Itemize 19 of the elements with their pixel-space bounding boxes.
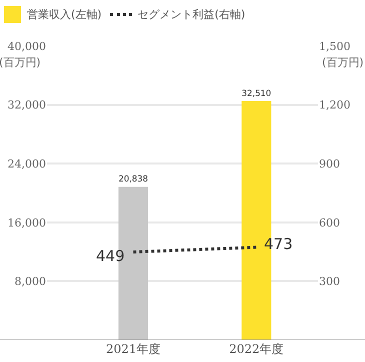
y-tick-label: 16,000	[8, 216, 46, 230]
y2-tick-label: 900	[319, 157, 340, 170]
y2-tick-label: 1,500	[319, 40, 350, 53]
y2-tick-label: 600	[319, 216, 340, 230]
y2-tick-label: 1,200	[319, 98, 350, 112]
data-label: 449	[96, 247, 125, 265]
y-tick-label: 32,000	[8, 98, 46, 112]
y-axis-title: (百万円)	[0, 56, 41, 69]
y2-tick-label: 300	[319, 275, 340, 288]
y-tick-label: 40,000	[8, 40, 46, 53]
x-tick-label: 2022年度	[229, 342, 284, 356]
legend-label: 営業収入(左軸)	[27, 6, 102, 22]
y-tick-label: 24,000	[8, 157, 46, 170]
legend-label: セグメント利益(右軸)	[138, 6, 246, 22]
data-label: 32,510	[242, 88, 272, 98]
x-tick-label: 2021年度	[106, 342, 161, 356]
y-tick-label: 8,000	[14, 275, 46, 288]
y2-axis-title: (百万円)	[322, 56, 364, 69]
data-label: 20,838	[118, 174, 148, 184]
